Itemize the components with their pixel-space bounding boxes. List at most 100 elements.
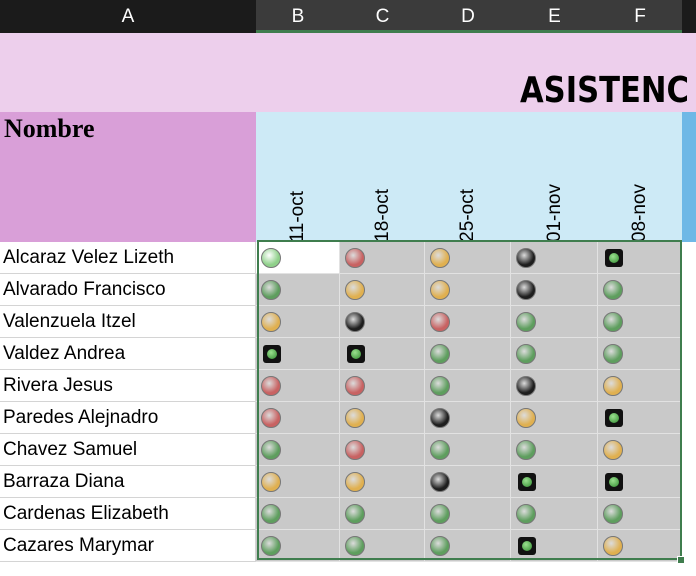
status-cell [598, 498, 682, 530]
status-cell [511, 402, 598, 434]
status-cell [425, 402, 511, 434]
status-cell [598, 402, 682, 434]
date-header: 11-oct [256, 112, 340, 242]
name-cell: Valenzuela Itzel [0, 306, 256, 338]
status-icon [430, 536, 450, 556]
status-cell [256, 434, 340, 466]
status-icon [430, 376, 450, 396]
status-cell [340, 402, 425, 434]
status-cell [511, 306, 598, 338]
status-cell [598, 530, 682, 562]
date-header: 18-oct [340, 112, 425, 242]
status-icon [430, 440, 450, 460]
status-cell [425, 274, 511, 306]
status-icon [516, 440, 536, 460]
status-cell [340, 306, 425, 338]
status-cell [425, 306, 511, 338]
status-cell [340, 242, 425, 274]
status-cell [425, 338, 511, 370]
name-cell: Barraza Diana [0, 466, 256, 498]
status-icon [603, 344, 623, 364]
fill-handle[interactable] [677, 556, 685, 564]
status-cell [256, 338, 340, 370]
status-icon [603, 376, 623, 396]
status-cell [425, 498, 511, 530]
name-header-cell [0, 112, 256, 242]
column-header: D [461, 5, 475, 27]
column-header: C [375, 5, 390, 27]
status-cell [511, 370, 598, 402]
status-cell [340, 498, 425, 530]
status-icon [345, 472, 365, 492]
selection-border [257, 240, 682, 560]
status-icon [516, 344, 536, 364]
status-cell [340, 530, 425, 562]
status-icon [516, 376, 536, 396]
status-icon [603, 504, 623, 524]
status-cell [425, 434, 511, 466]
status-cell [256, 466, 340, 498]
status-cell [340, 338, 425, 370]
status-icon [345, 280, 365, 300]
status-icon [603, 440, 623, 460]
date-header: 25-oct [425, 112, 511, 242]
name-cell: Rivera Jesus [0, 370, 256, 402]
title: ASISTENC [520, 70, 689, 111]
status-icon [261, 440, 281, 460]
name-header: Nombre [4, 114, 95, 143]
status-icon [345, 440, 365, 460]
date-label: 01-nov [543, 183, 565, 242]
date-label: 11-oct [287, 190, 308, 242]
status-icon [430, 312, 450, 332]
status-icon [261, 312, 281, 332]
status-icon [430, 472, 450, 492]
status-cell [425, 370, 511, 402]
name-cell: Chavez Samuel [0, 434, 256, 466]
status-icon [261, 248, 281, 268]
status-icon [609, 413, 619, 423]
name-cell: Paredes Alejnadro [0, 402, 256, 434]
status-icon [267, 349, 277, 359]
status-icon [345, 312, 365, 332]
date-label: 08-nov [629, 183, 650, 242]
status-icon [345, 536, 365, 556]
status-cell [340, 274, 425, 306]
status-icon [430, 248, 450, 268]
status-cell [425, 242, 511, 274]
status-cell [598, 274, 682, 306]
status-cell [256, 370, 340, 402]
status-cell [598, 242, 682, 274]
status-cell [256, 274, 340, 306]
status-icon [261, 472, 281, 492]
status-cell [511, 466, 598, 498]
name-cell: Alcaraz Velez Lizeth [0, 242, 256, 274]
status-icon [516, 248, 536, 268]
status-cell [598, 434, 682, 466]
status-icon [345, 248, 365, 268]
name-cell: Valdez Andrea [0, 338, 256, 370]
date-header: 08-nov [598, 112, 682, 242]
status-icon [261, 504, 281, 524]
name-cell: Cardenas Elizabeth [0, 498, 256, 530]
title-row [0, 33, 696, 112]
status-cell [256, 242, 340, 274]
column-header: B [291, 5, 305, 27]
status-icon [430, 408, 450, 428]
status-cell [511, 498, 598, 530]
column-header: E [548, 5, 561, 27]
status-icon [516, 408, 536, 428]
status-cell [256, 530, 340, 562]
status-icon [345, 408, 365, 428]
status-icon [351, 349, 361, 359]
status-cell [340, 466, 425, 498]
status-icon [603, 280, 623, 300]
status-icon [603, 536, 623, 556]
status-icon [603, 312, 623, 332]
date-header-cell [256, 112, 682, 242]
status-icon [516, 312, 536, 332]
status-icon [516, 280, 536, 300]
status-icon [516, 504, 536, 524]
status-icon [345, 376, 365, 396]
status-icon [609, 253, 619, 263]
